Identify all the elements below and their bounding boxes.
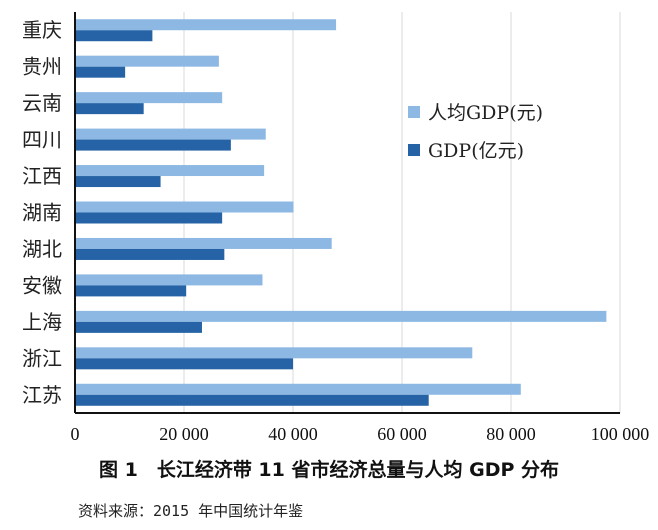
legend-label: 人均GDP(元) xyxy=(428,102,543,124)
bar-gdp xyxy=(75,394,429,406)
bar-gdp-per-capita xyxy=(75,19,337,31)
legend-swatch xyxy=(408,144,420,156)
category-label: 浙江 xyxy=(22,346,62,370)
bar-gdp-per-capita xyxy=(75,92,223,104)
bar-gdp-per-capita xyxy=(75,165,265,177)
x-tick-label: 80 000 xyxy=(486,424,536,444)
category-label: 贵州 xyxy=(22,55,62,79)
figure-caption: 图 1 长江经济带 11 省市经济总量与人均 GDP 分布 xyxy=(98,459,560,481)
bar-gdp-per-capita xyxy=(75,310,607,322)
bar-gdp-per-capita xyxy=(75,383,521,395)
bar-gdp xyxy=(75,30,153,42)
bar-gdp xyxy=(75,248,225,260)
x-tick-label: 20 000 xyxy=(159,424,209,444)
bar-gdp xyxy=(75,321,202,333)
category-label: 云南 xyxy=(22,91,62,115)
x-tick-label: 100 000 xyxy=(591,424,650,444)
category-label: 湖北 xyxy=(22,237,62,261)
x-tick-label: 60 000 xyxy=(377,424,427,444)
bar-gdp xyxy=(75,285,187,297)
bar-gdp-per-capita xyxy=(75,347,473,359)
legend-label: GDP(亿元) xyxy=(428,140,524,162)
category-label: 安徽 xyxy=(22,273,62,297)
x-tick-label: 40 000 xyxy=(268,424,318,444)
bar-gdp-per-capita xyxy=(75,128,266,140)
bar-gdp xyxy=(75,66,126,78)
category-label: 四川 xyxy=(22,128,62,152)
category-label: 湖南 xyxy=(22,201,62,225)
category-label: 上海 xyxy=(22,310,62,334)
bar-gdp-per-capita xyxy=(75,201,294,213)
bar-gdp xyxy=(75,139,231,151)
category-label: 重庆 xyxy=(22,18,62,42)
bar-gdp xyxy=(75,212,223,224)
bar-gdp-per-capita xyxy=(75,237,332,249)
bar-chart: 0 20 000 40 000 60 000 80 000 100 000 重庆贵州云南四川… xyxy=(22,12,650,444)
bar-gdp-per-capita xyxy=(75,274,263,286)
x-tick-label: 0 xyxy=(71,424,80,444)
source-note: 资料来源：2015 年中国统计年鉴 xyxy=(78,502,304,520)
bar-gdp xyxy=(75,176,161,188)
category-label: 江苏 xyxy=(22,383,62,407)
bar-gdp xyxy=(75,358,293,370)
bar-gdp xyxy=(75,103,144,115)
category-label: 江西 xyxy=(22,164,62,188)
legend-swatch xyxy=(408,106,420,118)
bar-gdp-per-capita xyxy=(75,55,219,67)
